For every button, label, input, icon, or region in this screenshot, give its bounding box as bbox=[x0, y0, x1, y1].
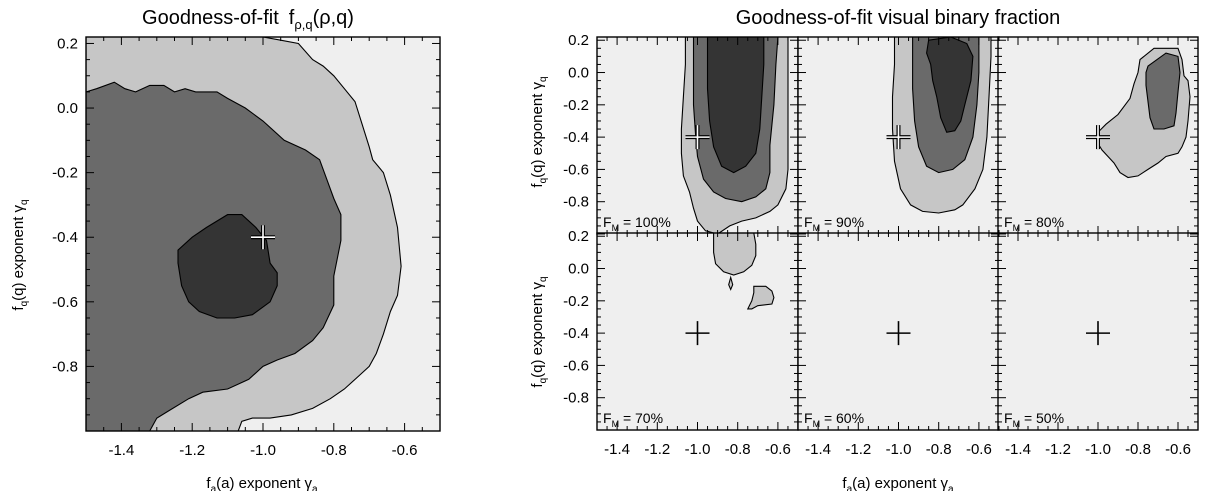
panel-1-contour-level-3 bbox=[706, 37, 765, 174]
panel-5-x-tick-label: -1.2 bbox=[845, 441, 871, 458]
panel-4-x-tick-label: -0.8 bbox=[725, 441, 751, 458]
left-y-tick-label: -0.2 bbox=[52, 165, 78, 182]
panel-6-label: FM = 50% bbox=[1004, 410, 1064, 429]
panel-4-label: FM = 70% bbox=[603, 410, 663, 429]
panel-5-best-fit-marker bbox=[886, 321, 911, 346]
left-x-tick-label: -0.6 bbox=[392, 442, 418, 459]
right-bottom-y-axis-label: fq(q) exponent γq bbox=[529, 276, 549, 387]
panel-4-x-tick-label: -1.0 bbox=[685, 441, 711, 458]
left-title-math-sub: ρ,q bbox=[294, 17, 312, 32]
left-title-math-args: (ρ,q) bbox=[313, 7, 354, 29]
left-chart-title: Goodness-of-fit fρ,q(ρ,q) bbox=[142, 7, 354, 32]
left-x-tick-label: -1.0 bbox=[250, 442, 276, 459]
panel-6-x-tick-label: -0.6 bbox=[1165, 441, 1191, 458]
left-title-main: Goodness-of-fit bbox=[142, 7, 279, 29]
panel-5: FM = 60% bbox=[797, 232, 1000, 431]
left-y-tick-label: -0.4 bbox=[52, 229, 78, 246]
right-panels: FM = 100% FM = 90% FM = 80% FM = 70% FM = 60… bbox=[596, 36, 1199, 431]
right-axes: 0.2 0.0 -0.2 -0.4 -0.6 -0.8 -1.4 -1.2 -1.0 -0.8 -0… bbox=[563, 32, 1199, 458]
panel-4-x-tick-label: -1.2 bbox=[644, 441, 670, 458]
right-contour-grid-chart: Goodness-of-fit visual binary fraction F… bbox=[529, 7, 1199, 491]
left-x-tick-label: -1.4 bbox=[108, 442, 134, 459]
panel-6-best-fit-marker bbox=[1086, 321, 1110, 346]
left-axes: -1.4 -1.2 -1.0 -0.8 -0.6 0.2 0.0 -0.2 -0.4 -0.6 -0… bbox=[52, 35, 441, 459]
panel-1-y-tick-label: -0.4 bbox=[563, 129, 589, 146]
left-contour-level-3 bbox=[177, 214, 278, 319]
panel-5-label: FM = 60% bbox=[804, 410, 864, 429]
panel-6-x-tick-label: -1.0 bbox=[1085, 441, 1111, 458]
panel-6-x-tick-label: -1.4 bbox=[1005, 441, 1031, 458]
right-top-y-axis-label: fq(q) exponent γq bbox=[529, 76, 549, 187]
panel-4-y-tick-label: -0.2 bbox=[563, 293, 589, 310]
panel-3-contour-level-2 bbox=[1145, 52, 1181, 130]
left-y-tick-label: 0.2 bbox=[57, 35, 78, 52]
panel-4-y-tick-label: 0.2 bbox=[568, 228, 589, 245]
panel-4-contour-level-1 bbox=[713, 233, 757, 276]
left-y-tick-label: -0.8 bbox=[52, 358, 78, 375]
panel-4-y-tick-label: -0.4 bbox=[563, 325, 589, 342]
panel-5-x-tick-label: -0.8 bbox=[926, 441, 952, 458]
panel-4-contour-level-1 bbox=[728, 275, 734, 291]
panel-4-y-tick-label: -0.6 bbox=[563, 357, 589, 374]
panel-4-y-tick-label: -0.8 bbox=[563, 390, 589, 407]
panel-2-contour-level-3 bbox=[926, 37, 974, 133]
left-plot-area bbox=[85, 36, 441, 432]
right-chart-title: Goodness-of-fit visual binary fraction bbox=[736, 7, 1061, 29]
panel-3-label: FM = 80% bbox=[1004, 214, 1064, 233]
panel-2-label: FM = 90% bbox=[804, 214, 864, 233]
left-contour-chart: Goodness-of-fit fρ,q(ρ,q) -1.4 -1.2 -1.0 -0.… bbox=[10, 7, 441, 491]
left-best-fit-marker bbox=[251, 225, 275, 250]
panel-3-best-fit-marker bbox=[1086, 125, 1110, 150]
left-y-tick-label: 0.0 bbox=[57, 100, 78, 117]
panel-4-y-tick-label: 0.0 bbox=[568, 261, 589, 278]
panel-5-x-tick-label: -0.6 bbox=[966, 441, 992, 458]
panel-4-contour-level-1 bbox=[746, 285, 775, 310]
panel-4-best-fit-marker bbox=[685, 321, 710, 346]
panel-4-x-tick-label: -1.4 bbox=[604, 441, 630, 458]
panel-6-x-tick-label: -1.2 bbox=[1045, 441, 1071, 458]
left-x-tick-label: -0.8 bbox=[321, 442, 347, 459]
left-title-math: f bbox=[289, 7, 295, 29]
panel-4-x-tick-label: -0.6 bbox=[765, 441, 791, 458]
panel-1: FM = 100% bbox=[596, 36, 799, 235]
left-x-axis-label: fa(a) exponent γa bbox=[206, 475, 318, 491]
panel-6-x-tick-label: -0.8 bbox=[1125, 441, 1151, 458]
panel-1-y-tick-label: -0.8 bbox=[563, 194, 589, 211]
panel-5-x-tick-label: -1.0 bbox=[886, 441, 912, 458]
panel-1-y-tick-label: 0.0 bbox=[568, 65, 589, 82]
panel-1-y-tick-label: 0.2 bbox=[568, 32, 589, 49]
left-y-axis-label: fq(q) exponent γq bbox=[10, 199, 30, 310]
right-x-axis-label: fa(a) exponent γa bbox=[842, 475, 954, 491]
panel-1-best-fit-marker bbox=[685, 125, 710, 150]
left-y-tick-label: -0.6 bbox=[52, 294, 78, 311]
panel-1-label: FM = 100% bbox=[603, 214, 671, 233]
panel-5-x-tick-label: -1.4 bbox=[805, 441, 831, 458]
panel-2: FM = 90% bbox=[797, 36, 1000, 235]
panel-4: FM = 70% bbox=[596, 232, 799, 431]
panel-2-best-fit-marker bbox=[886, 125, 911, 150]
panel-1-y-tick-label: -0.6 bbox=[563, 161, 589, 178]
left-x-tick-label: -1.2 bbox=[179, 442, 205, 459]
panel-3: FM = 80% bbox=[997, 36, 1199, 235]
panel-6: FM = 50% bbox=[997, 232, 1199, 431]
panel-1-y-tick-label: -0.2 bbox=[563, 97, 589, 114]
